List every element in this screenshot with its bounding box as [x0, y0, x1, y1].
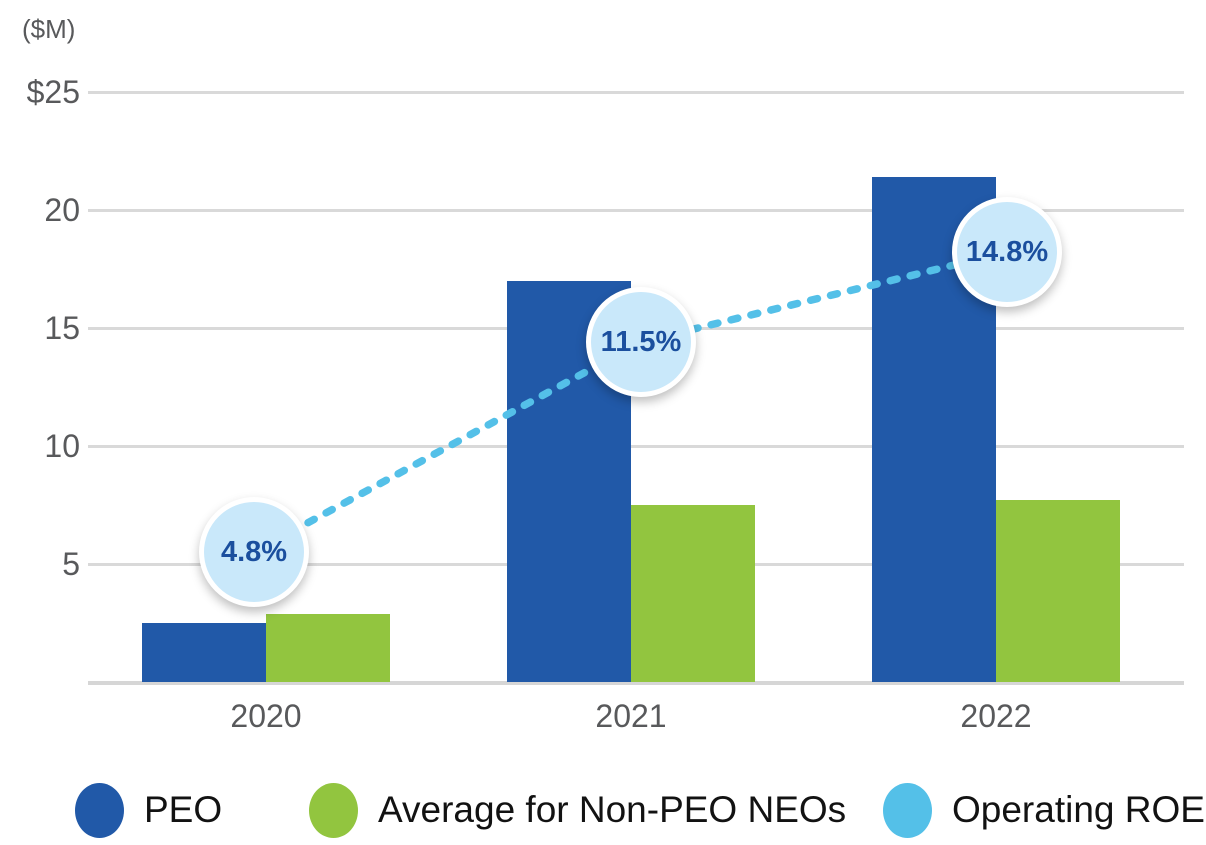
gridline-25: [88, 90, 1184, 94]
roe-marker-2020: 4.8%: [199, 497, 309, 607]
bar-non-peo-neos-2020: [266, 614, 390, 682]
y-axis-tick-label: 5: [62, 546, 80, 582]
y-axis-tick-label: 15: [44, 310, 80, 346]
y-axis-tick-label: $25: [26, 74, 80, 110]
bar-non-peo-neos-2022: [996, 500, 1120, 682]
legend-label-operating-roe: Operating ROE: [952, 789, 1205, 830]
y-axis-tick-label: 20: [44, 192, 80, 228]
bar-peo-2020: [142, 623, 266, 682]
legend-item-operating-roe: Operating ROE: [883, 781, 1205, 839]
x-axis-label-2022: 2022: [960, 698, 1032, 734]
legend-marker-operating-roe: [883, 782, 932, 838]
legend-marker-peo: [75, 782, 124, 838]
legend-label-peo: PEO: [144, 789, 223, 830]
x-axis-label-2021: 2021: [595, 698, 667, 734]
legend-label-non-peo-neos: Average for Non-PEO NEOs: [378, 789, 847, 830]
legend-item-peo: PEO: [75, 781, 222, 839]
legend-item-non-peo-neos: Average for Non-PEO NEOs: [309, 781, 846, 839]
y-axis-tick-label: 10: [44, 428, 80, 464]
x-axis-baseline: [88, 681, 1184, 685]
gridline-10: [88, 444, 1184, 448]
bar-non-peo-neos-2021: [631, 505, 755, 682]
roe-marker-2021: 11.5%: [586, 287, 696, 397]
x-axis-label-2020: 2020: [230, 698, 302, 734]
legend-marker-non-peo-neos: [309, 782, 358, 838]
gridline-20: [88, 208, 1184, 212]
y-axis-unit-label: ($M): [22, 14, 76, 44]
roe-marker-2022: 14.8%: [952, 197, 1062, 307]
